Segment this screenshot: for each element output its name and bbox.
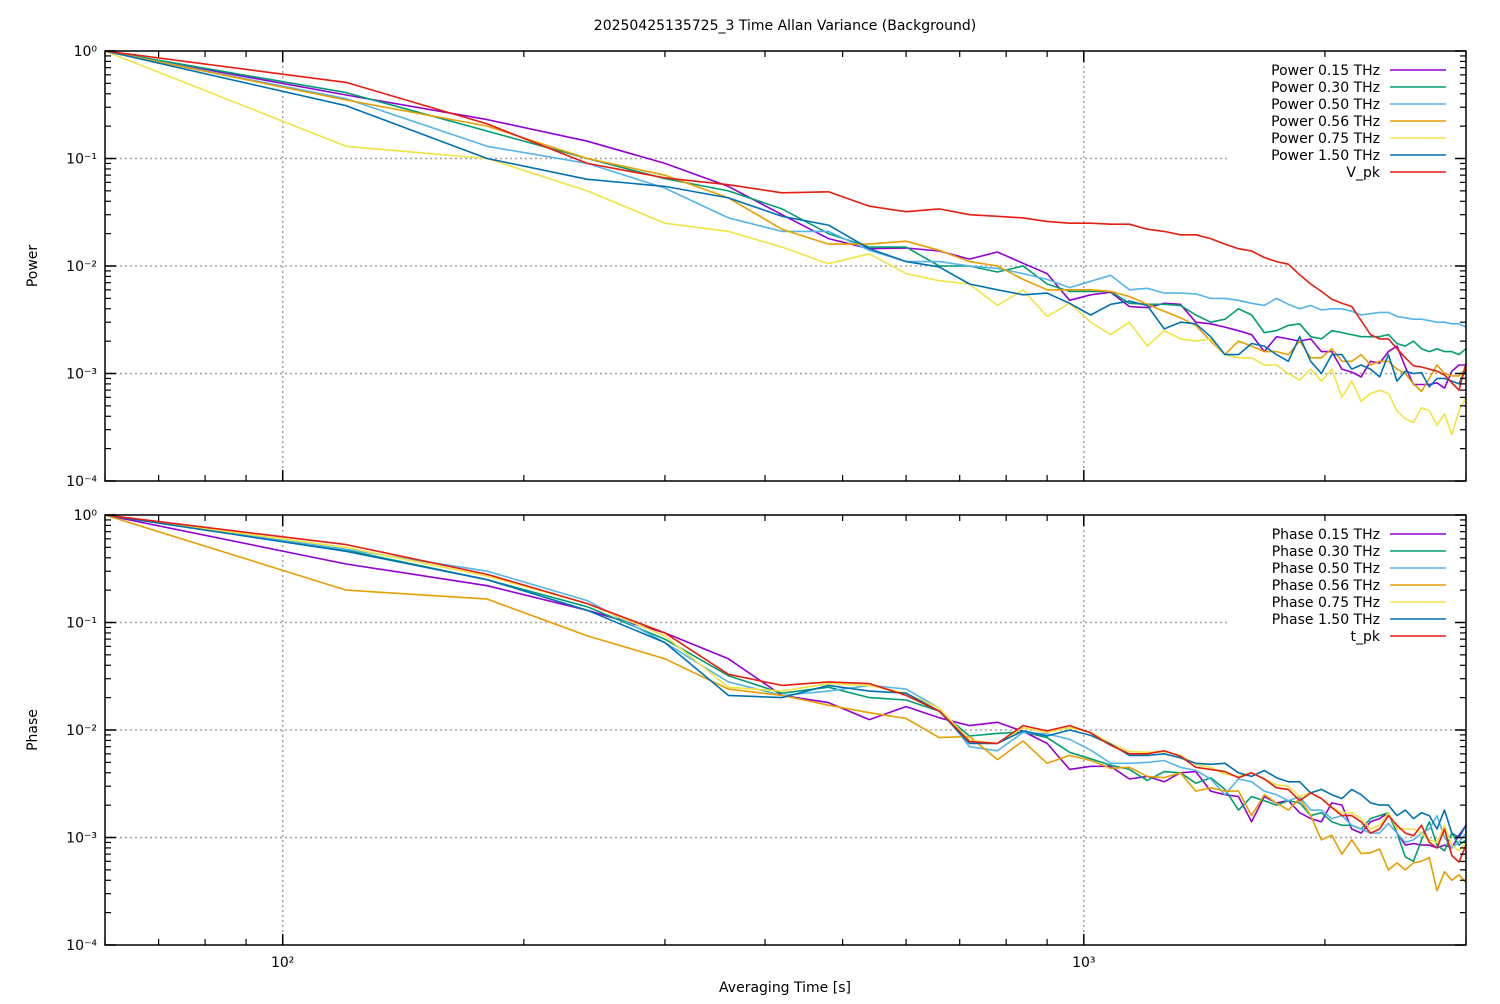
y-tick-label: 10⁻³ <box>66 831 97 847</box>
legend-label: Phase 0.30 THz <box>1272 544 1380 560</box>
legend-label: Power 0.75 THz <box>1271 131 1380 147</box>
y-tick-label: 10⁻⁴ <box>66 474 97 490</box>
y-tick-label: 10⁻⁴ <box>66 938 97 954</box>
x-axis-label: Averaging Time [s] <box>719 980 851 996</box>
y-tick-label: 10⁰ <box>74 44 98 60</box>
legend-label: Power 0.56 THz <box>1271 114 1380 130</box>
y-axis-label-phase: Phase <box>25 709 41 751</box>
chart-title: 20250425135725_3 Time Allan Variance (Ba… <box>594 18 976 34</box>
series-line-t-pk <box>104 514 1467 863</box>
series-line-phase-1-50-thz <box>104 514 1467 839</box>
y-tick-label: 10⁻² <box>66 723 97 739</box>
legend-label: Power 0.50 THz <box>1271 97 1380 113</box>
series-line-phase-0-56-thz <box>104 514 1467 892</box>
series-line-power-0-30-thz <box>104 50 1467 356</box>
y-tick-label: 10⁻¹ <box>66 152 97 168</box>
legend-label: Power 1.50 THz <box>1271 148 1380 164</box>
y-tick-label: 10⁰ <box>74 508 98 524</box>
series-line-power-0-15-thz <box>104 50 1466 390</box>
series-line-phase-0-15-thz <box>104 514 1467 849</box>
series-line-phase-0-30-thz <box>104 514 1467 863</box>
legend-label: Power 0.15 THz <box>1271 63 1380 79</box>
series-line-v-pk <box>104 50 1467 392</box>
x-tick-label: 10³ <box>1072 955 1095 971</box>
legend-label: Power 0.30 THz <box>1271 80 1380 96</box>
y-tick-label: 10⁻¹ <box>66 616 97 632</box>
series-line-power-0-50-thz <box>104 50 1467 328</box>
legend-label: Phase 0.50 THz <box>1272 561 1380 577</box>
x-tick-label: 10² <box>271 955 294 971</box>
series-line-power-1-50-thz <box>104 50 1467 388</box>
legend-label: t_pk <box>1351 629 1381 645</box>
legend-label: Phase 0.15 THz <box>1272 527 1380 543</box>
series-line-power-0-75-thz <box>104 50 1467 436</box>
legend-label: Phase 1.50 THz <box>1272 612 1380 628</box>
legend-label: V_pk <box>1346 165 1380 181</box>
y-tick-label: 10⁻³ <box>66 367 97 383</box>
y-tick-label: 10⁻² <box>66 259 97 275</box>
y-axis-label-power: Power <box>25 245 41 288</box>
legend-label: Phase 0.56 THz <box>1272 578 1380 594</box>
legend-label: Phase 0.75 THz <box>1272 595 1380 611</box>
